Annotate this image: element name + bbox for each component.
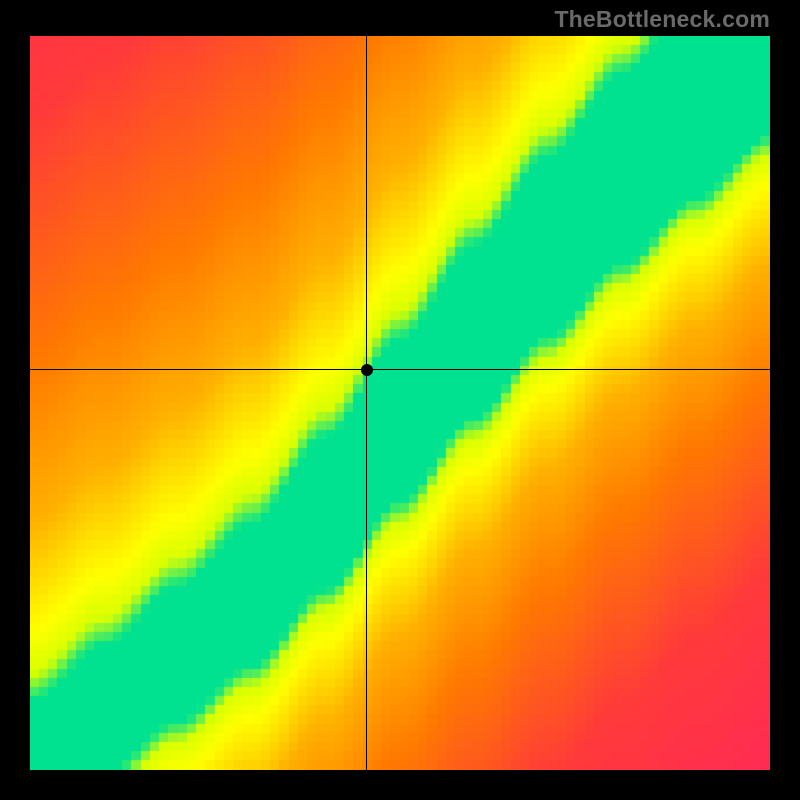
crosshair-horizontal xyxy=(30,369,770,370)
watermark-text: TheBottleneck.com xyxy=(554,6,770,33)
heatmap-plot xyxy=(30,36,770,770)
data-point-marker xyxy=(361,364,373,376)
crosshair-vertical xyxy=(366,36,367,770)
heatmap-canvas xyxy=(30,36,770,770)
